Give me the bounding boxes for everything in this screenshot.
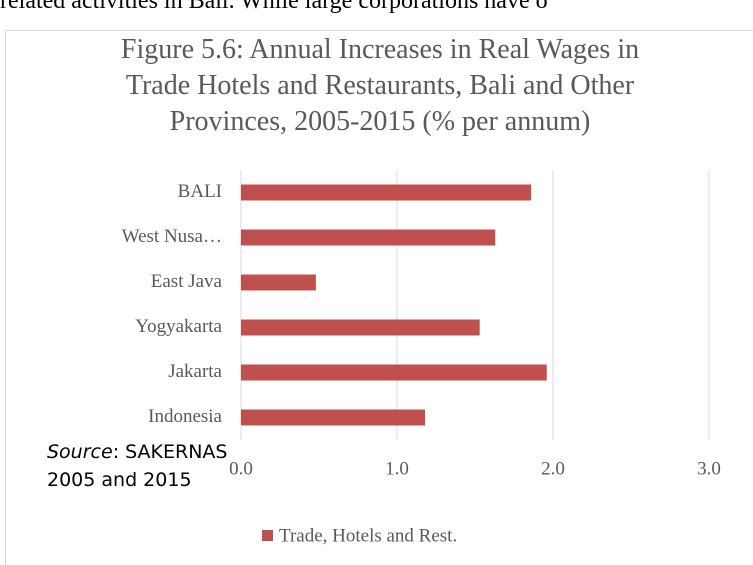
bar (241, 319, 480, 336)
bar (241, 229, 496, 246)
bar (241, 409, 426, 426)
y-tick-label: BALI (178, 181, 222, 202)
bar (241, 364, 547, 381)
y-tick-label: West Nusa… (122, 226, 222, 247)
source-note: Source: SAKERNAS 2005 and 2015 (47, 438, 237, 494)
y-tick-label: Yogyakarta (135, 316, 222, 337)
source-text: : SAKERNAS 2005 and 2015 (47, 441, 228, 491)
y-tick-label: Jakarta (168, 361, 222, 382)
legend-swatch (262, 530, 273, 541)
y-tick-label: East Java (151, 271, 223, 292)
source-label: Source (47, 441, 113, 463)
bar (241, 274, 316, 291)
chart-frame (5, 30, 753, 565)
x-tick-label: 1.0 (385, 458, 409, 479)
y-tick-label: Indonesia (148, 406, 222, 427)
chart-title: Figure 5.6: Annual Increases in Real Wag… (120, 34, 640, 137)
x-tick-label: 3.0 (697, 458, 721, 479)
context-text: related activities in Bali. While large … (0, 0, 548, 14)
legend-label: Trade, Hotels and Rest. (279, 525, 457, 546)
x-tick-label: 2.0 (541, 458, 565, 479)
x-tick-label: 0.0 (229, 458, 253, 479)
bar (241, 184, 532, 201)
